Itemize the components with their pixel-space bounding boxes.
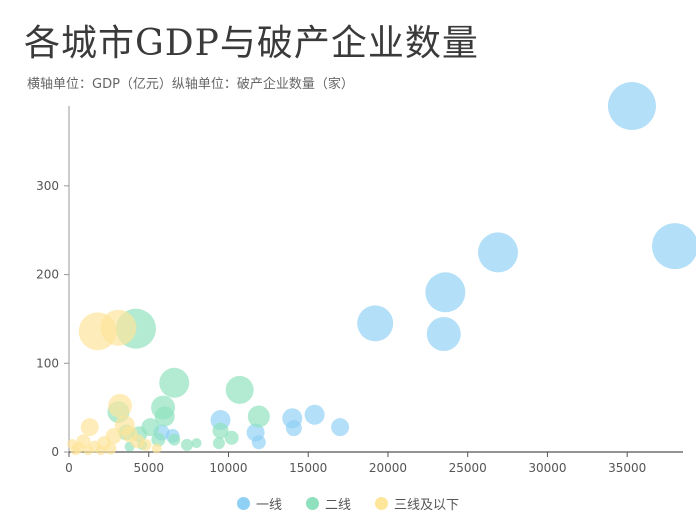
bubble-point-series-2 — [95, 445, 106, 456]
chart-title: 各城市GDP与破产企业数量 — [24, 23, 479, 64]
legend-swatch — [375, 497, 388, 510]
bubbles-layer — [67, 82, 696, 456]
bubble-point-series-0 — [425, 272, 466, 313]
bubble-point-series-1 — [154, 406, 175, 427]
bubble-point-series-0 — [304, 404, 325, 425]
bubble-point-series-1 — [168, 433, 181, 446]
bubble-point-series-2 — [83, 445, 94, 456]
y-tick-label: 100 — [36, 356, 59, 370]
bubble-point-series-0 — [478, 232, 519, 273]
bubble-point-series-0 — [251, 435, 266, 450]
legend-item[interactable]: 二线 — [305, 494, 351, 513]
legend-item[interactable]: 一线 — [236, 494, 282, 513]
bubble-point-series-2 — [139, 438, 152, 451]
x-tick-label: 20000 — [369, 461, 407, 475]
bubble-point-series-0 — [652, 223, 696, 270]
legend-swatch — [305, 497, 319, 510]
x-tick-label: 35000 — [608, 461, 646, 475]
y-tick-label: 0 — [51, 445, 59, 459]
bubble-point-series-1 — [247, 405, 270, 428]
bubble-point-series-2 — [104, 442, 117, 455]
y-tick-label: 200 — [36, 268, 59, 282]
x-tick-label: 5000 — [133, 461, 164, 475]
bubble-point-series-1 — [212, 422, 229, 439]
chart-legend: 一线 二线 三线及以下 — [0, 494, 696, 514]
y-tick-label: 300 — [36, 179, 59, 193]
x-tick-label: 30000 — [528, 461, 566, 475]
x-tick-label: 15000 — [289, 461, 327, 475]
legend-label: 三线及以下 — [394, 498, 460, 513]
legend-label: 二线 — [324, 498, 351, 513]
bubble-point-series-0 — [607, 82, 656, 130]
bubble-point-series-2 — [121, 426, 138, 443]
legend-item[interactable]: 三线及以下 — [375, 494, 459, 513]
bubble-point-series-2 — [67, 439, 78, 450]
bubble-point-series-2 — [100, 309, 137, 346]
bubble-point-series-0 — [357, 305, 394, 342]
bubble-point-series-0 — [426, 317, 461, 352]
bubble-point-series-1 — [225, 375, 254, 404]
x-tick-label: 25000 — [449, 461, 487, 475]
x-tick-label: 10000 — [209, 461, 247, 475]
bubble-point-series-0 — [285, 420, 302, 437]
bubble-point-series-2 — [108, 393, 133, 418]
x-tick-label: 0 — [65, 461, 73, 475]
bubble-point-series-1 — [159, 367, 190, 398]
bubble-point-series-1 — [224, 430, 239, 445]
bubble-point-series-1 — [212, 437, 225, 450]
bubble-point-series-1 — [181, 438, 194, 451]
bubble-point-series-1 — [191, 438, 202, 449]
legend-swatch — [236, 497, 250, 510]
bubble-point-series-2 — [80, 418, 99, 437]
chart-subtitle: 横轴单位：GDP（亿元）纵轴单位：破产企业数量（家） — [27, 77, 354, 92]
bubble-point-series-0 — [331, 418, 350, 437]
bubble-point-series-2 — [151, 443, 162, 454]
legend-label: 一线 — [255, 498, 282, 513]
bubble-point-series-1 — [151, 432, 166, 447]
